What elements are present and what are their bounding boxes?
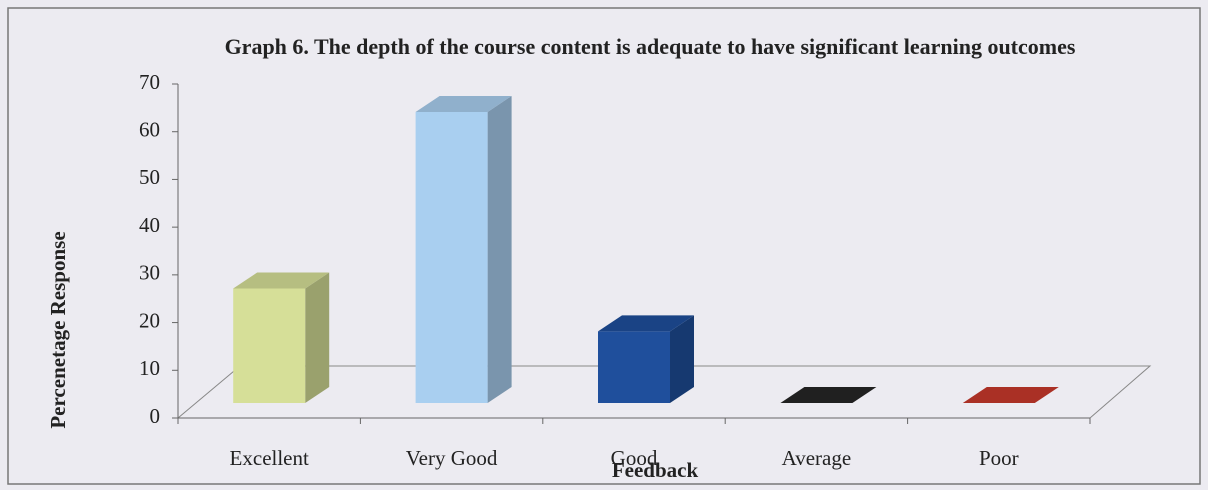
x-tick-label: Good [611,446,658,470]
bar-top [962,387,1059,403]
bar-top [415,95,512,112]
bar-top [233,272,330,289]
x-axis-label: Feedback [612,458,699,482]
bar-side [487,95,512,403]
x-tick-label: Average [782,446,852,470]
y-tick-label: 40 [139,213,160,237]
bar [415,111,488,403]
chart-title: Graph 6. The depth of the course content… [224,34,1076,59]
bar [233,288,306,403]
y-axis-label: Percenetage Response [46,231,70,428]
y-tick-label: 50 [139,165,160,189]
y-tick-label: 10 [139,356,160,380]
y-tick-label: 0 [150,404,161,428]
x-tick-label: Excellent [230,446,309,470]
bar-top [598,315,694,332]
bar-side [305,272,330,403]
y-tick-label: 30 [139,261,160,285]
bar-side [670,315,694,403]
x-tick-label: Poor [979,446,1019,470]
x-tick-label: Very Good [406,446,498,470]
y-tick-label: 20 [139,308,160,332]
y-tick-label: 70 [139,70,160,94]
frame [7,7,1201,485]
bar [598,331,670,403]
y-tick-label: 60 [139,118,160,142]
bar-top [780,387,877,403]
